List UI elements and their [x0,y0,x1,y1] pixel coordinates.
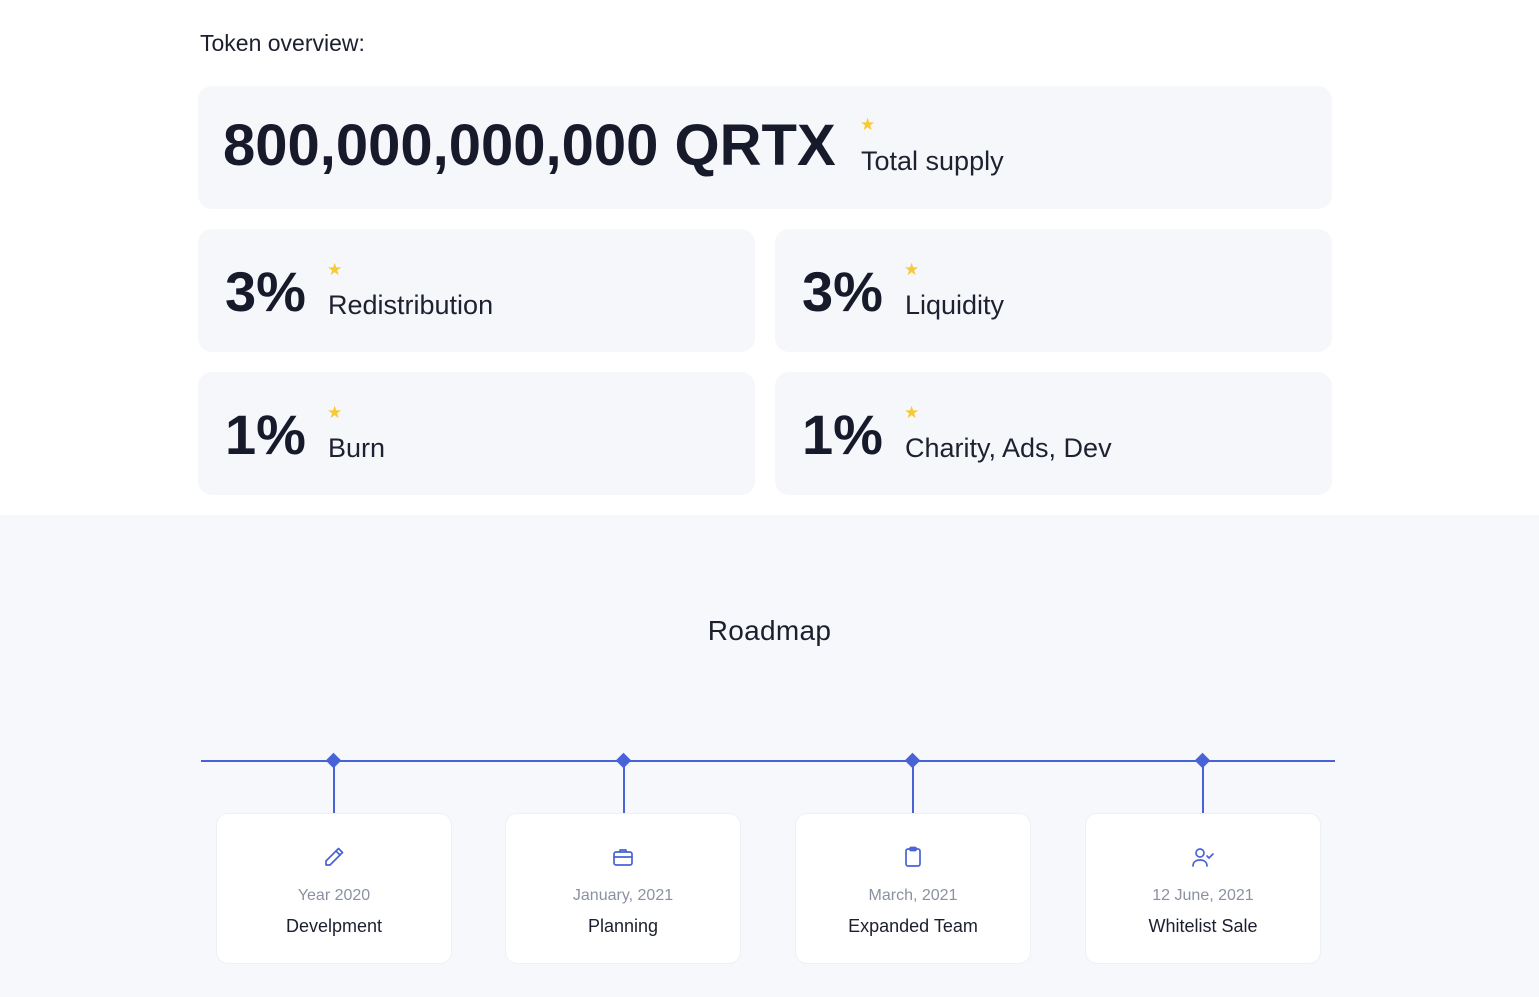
user-check-icon [1086,844,1320,870]
star-icon: ★ [904,260,920,279]
roadmap-step-card: Year 2020 Develpment [216,813,452,964]
total-supply-card: 800,000,000,000 QRTX ★ Total supply [198,86,1332,209]
stat-card-charity: 1% ★ Charity, Ads, Dev [775,372,1332,495]
roadmap-step-date: 12 June, 2021 [1152,887,1254,904]
stat-value: 1% [225,403,306,466]
stat-label: Charity, Ads, Dev [905,433,1112,463]
timeline-line [201,760,1335,762]
briefcase-icon [506,844,740,870]
roadmap-step-name: Develpment [285,916,383,936]
roadmap-step-card: 12 June, 2021 Whitelist Sale [1085,813,1321,964]
overview-title: Token overview: [200,30,365,56]
total-supply-value: 800,000,000,000 QRTX [223,113,836,178]
timeline-stem [912,761,914,813]
clipboard-icon [796,844,1030,870]
roadmap-step-name: Whitelist Sale [1148,916,1258,936]
roadmap-title: Roadmap [707,615,832,646]
stat-card-burn: 1% ★ Burn [198,372,755,495]
timeline-stem [1202,761,1204,813]
token-overview-section: Token overview: 800,000,000,000 QRTX ★ T… [198,30,1332,495]
roadmap-step-card: March, 2021 Expanded Team [795,813,1031,964]
pencil-icon [217,844,451,870]
star-icon: ★ [904,403,920,422]
roadmap-step-date: March, 2021 [868,887,958,904]
stat-card-redistribution: 3% ★ Redistribution [198,229,755,352]
stat-value: 3% [802,260,883,323]
stat-card-liquidity: 3% ★ Liquidity [775,229,1332,352]
total-supply-label: Total supply [861,146,1004,176]
stat-label: Redistribution [328,290,494,320]
roadmap-step-date: Year 2020 [297,887,371,904]
roadmap-step-date: January, 2021 [572,887,674,904]
stat-value: 1% [802,403,883,466]
roadmap-step-name: Expanded Team [848,916,978,936]
roadmap-section: Roadmap Year 2020 Develpment January, 20… [0,515,1539,997]
stat-value: 3% [225,260,306,323]
stat-label: Burn [328,433,386,463]
star-icon: ★ [327,403,343,422]
timeline-stem [623,761,625,813]
star-icon: ★ [860,115,876,134]
stat-label: Liquidity [905,290,1005,320]
timeline-stem [333,761,335,813]
roadmap-step-card: January, 2021 Planning [505,813,741,964]
roadmap-step-name: Planning [587,916,659,936]
star-icon: ★ [327,260,343,279]
